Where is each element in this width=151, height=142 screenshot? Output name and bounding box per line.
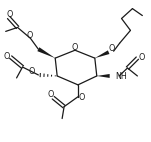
Text: O: O <box>47 90 53 99</box>
Text: O: O <box>6 10 13 19</box>
Text: O: O <box>138 53 145 62</box>
Polygon shape <box>95 50 109 58</box>
Text: O: O <box>29 67 35 77</box>
Polygon shape <box>37 47 55 58</box>
Polygon shape <box>97 74 110 78</box>
Text: O: O <box>26 31 33 40</box>
Text: O: O <box>3 52 10 61</box>
Text: NH: NH <box>116 72 127 82</box>
Text: O: O <box>72 43 78 52</box>
Text: O: O <box>108 44 115 53</box>
Text: O: O <box>79 93 85 102</box>
